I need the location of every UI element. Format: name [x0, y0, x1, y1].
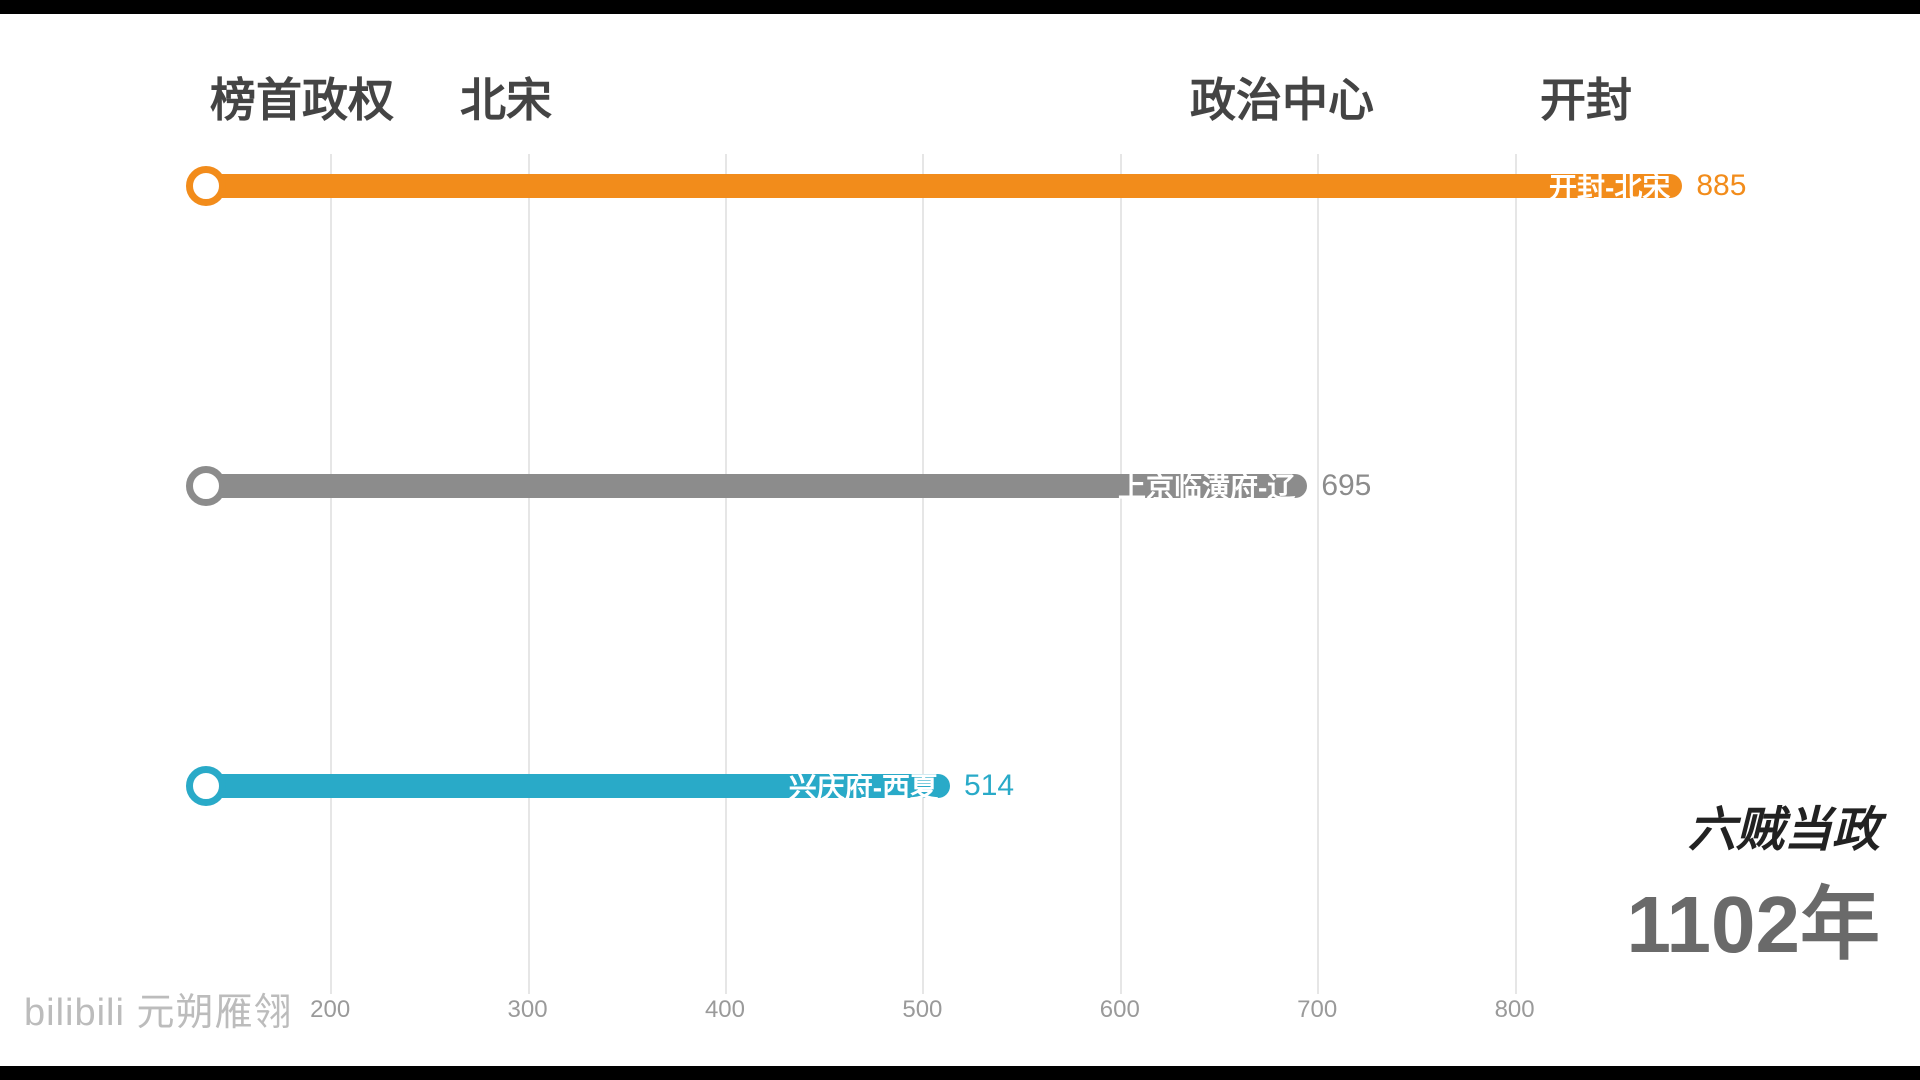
x-tick-label: 500 — [902, 996, 942, 1024]
gridline — [922, 154, 924, 994]
gridline — [725, 154, 727, 994]
bar-marker-icon — [186, 766, 226, 806]
bar-marker-icon — [186, 466, 226, 506]
gridline — [1317, 154, 1319, 994]
bar-marker-icon — [186, 166, 226, 206]
era-caption: 六贼当政 — [1626, 790, 1880, 860]
x-tick-label: 400 — [705, 996, 745, 1024]
bar-row: 开封-北宋885 — [192, 174, 1712, 198]
bar-row: 上京临潢府-辽695 — [192, 474, 1712, 498]
year-block: 六贼当政 1102年 — [1626, 790, 1880, 976]
bar-label: 兴庆府-西夏 — [789, 766, 938, 806]
letterbox-bottom — [0, 1066, 1920, 1080]
header-label-right: 政治中心 — [1190, 64, 1374, 130]
x-tick-label: 700 — [1297, 996, 1337, 1024]
letterbox-top — [0, 0, 1920, 14]
bar-value: 695 — [1321, 469, 1371, 503]
bar-value: 885 — [1696, 169, 1746, 203]
bar-label: 上京临潢府-辽 — [1118, 466, 1295, 506]
bar: 兴庆府-西夏 — [192, 774, 950, 798]
bar: 上京临潢府-辽 — [192, 474, 1307, 498]
chart-area: 200300400500600700800开封-北宋885上京临潢府-辽695兴… — [192, 154, 1712, 994]
gridline — [1515, 154, 1517, 994]
year-label: 1102年 — [1626, 860, 1880, 976]
stage: 榜首政权 北宋 政治中心 开封 200 300 400 500 600 700 800 开封-… — [0, 14, 1920, 1066]
gridline — [1120, 154, 1122, 994]
bar: 开封-北宋 — [192, 174, 1682, 198]
x-tick-label: 800 — [1495, 996, 1535, 1024]
x-tick-label: 600 — [1100, 996, 1140, 1024]
x-tick-label: 300 — [508, 996, 548, 1024]
bar-value: 514 — [964, 769, 1014, 803]
gridline — [528, 154, 530, 994]
watermark: bilibili 元朔雁翎 — [24, 981, 292, 1036]
x-tick-label: 200 — [310, 996, 350, 1024]
header-label-left: 榜首政权 — [210, 64, 394, 130]
bar-row: 兴庆府-西夏514 — [192, 774, 1712, 798]
header-value-left: 北宋 — [460, 64, 552, 130]
gridline — [330, 154, 332, 994]
header-value-right: 开封 — [1540, 64, 1632, 130]
bar-label: 开封-北宋 — [1549, 166, 1670, 206]
